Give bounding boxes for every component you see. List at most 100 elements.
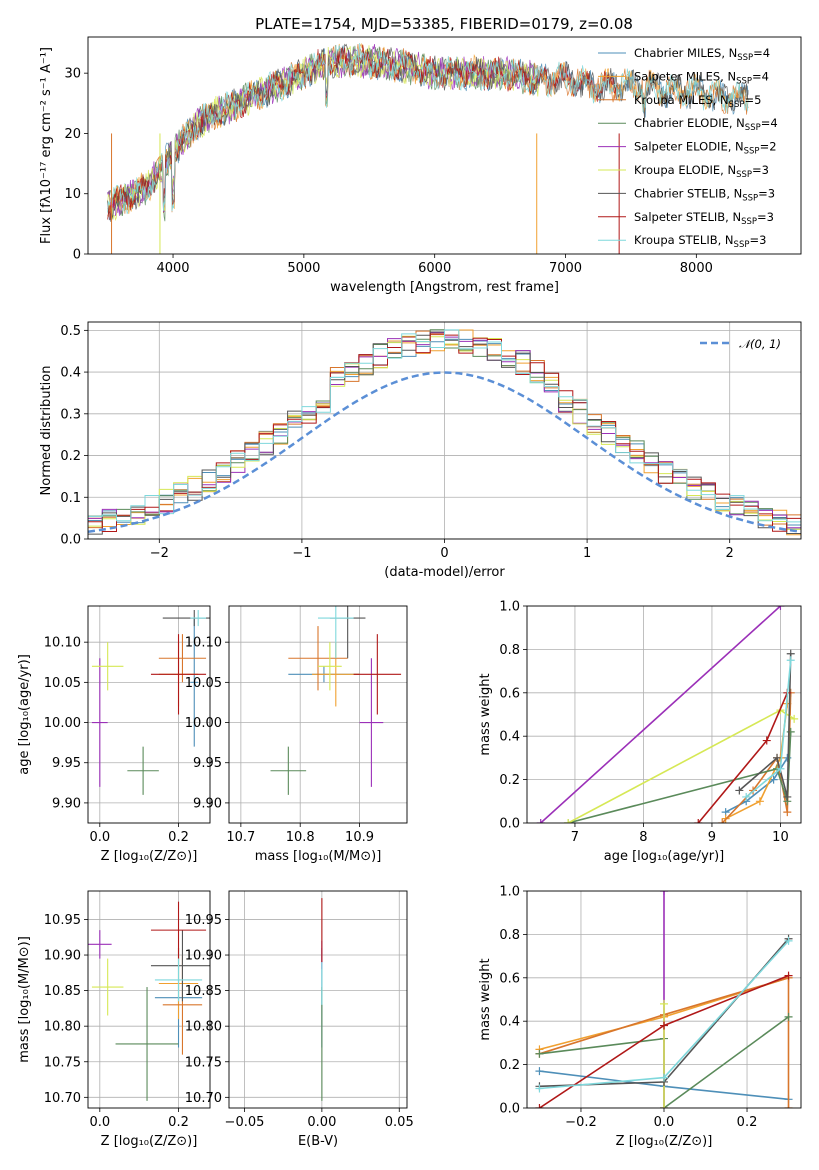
x-tick-label: 6000 [418,261,451,276]
y-tick-label: 10.05 [185,676,222,691]
plot-area-mass-vs-EBV [229,891,407,1108]
axes-frame [526,890,802,1109]
spectrum-series-9 [107,43,749,215]
y-tick-label: 10.80 [44,1020,81,1035]
x-tick-label: 4000 [156,261,189,276]
y-tick-label: 0.0 [60,533,81,548]
weight-marker [773,753,782,762]
legend-entry: Kroupa ELODIE, NSSP=3 [634,163,769,180]
plot-area-residuals [88,322,801,539]
y-tick-label: 10.90 [44,949,81,964]
plot-area-mass-vs-Z [88,891,210,1108]
weight-marker [783,792,792,801]
y-tick-label: 0.8 [499,928,520,943]
x-tick-label: −0.05 [225,1115,265,1130]
y-tick-label: 0.3 [60,407,81,422]
weight-marker [660,891,668,895]
y-tick-label: 10.95 [185,913,222,928]
y-tick-label: 9.95 [52,756,81,771]
panels: 4000 5000 6000 7000 8000 0 10 20 30 wavelength [A… [17,36,802,1149]
y-tick-label: 0.2 [499,773,520,788]
errorbar-point-4 [270,746,307,795]
x-tick-label: −2 [150,546,169,561]
spectrum-series-7 [107,43,749,222]
y-axis-label: mass [log₁₀(M/M⊙)] [17,936,32,1063]
y-tick-label: 0.4 [60,366,81,381]
axes-frame [228,890,408,1109]
x-tick-label: 0.05 [385,1115,414,1130]
weight-marker [718,819,727,823]
weight-marker [762,736,771,745]
y-tick-label: 10.90 [185,949,222,964]
y-tick-label: 10.00 [185,716,222,731]
y-tick-label: 10.05 [44,676,81,691]
spectrum-legend: Chabrier MILES, NSSP=4 Salpeter MILES, NS… [598,46,778,250]
x-tick-label: 5000 [287,261,320,276]
x-tick-label: 10 [772,830,789,845]
x-tick-label: 0.0 [654,1115,675,1130]
weight-series-9 [745,660,792,798]
x-tick-label: 7000 [549,261,582,276]
x-tick-label: 0 [440,546,448,561]
y-tick-label: 10.70 [185,1091,222,1106]
y-tick-label: 0 [73,248,81,263]
y-tick-label: 1.0 [499,600,520,615]
y-tick-label: 10.85 [185,984,222,999]
y-tick-label: 10.85 [44,984,81,999]
axes-frame [87,605,211,824]
y-tick-label: 10.10 [185,636,222,651]
legend-entry: Chabrier ELODIE, NSSP=4 [634,116,778,133]
x-axis-label: wavelength [Angstrom, rest frame] [330,280,559,295]
errorbar-point-8 [150,901,207,959]
panel-residuals: −2 −1 0 1 2 0.0 0.1 0.2 0.3 0.4 0.5 (data-model)/er… [39,321,802,580]
x-axis-label: Z [log₁₀(Z/Z⊙)] [616,1134,713,1149]
y-tick-label: 9.90 [193,796,222,811]
x-axis-label: Z [log₁₀(Z/Z⊙)] [101,849,198,864]
x-tick-label: 9 [708,830,716,845]
weight-marker [535,1049,544,1058]
plot-area-weight-vs-age [527,606,801,823]
y-tick-label: 0.2 [60,449,81,464]
y-tick-label: 10 [64,187,81,202]
panel-mass-vs-Z: 0.0 0.2 10.70 10.75 10.80 10.85 10.90 10.95 Z [l… [17,890,211,1149]
y-tick-label: 0.0 [499,817,520,832]
y-axis-label: age [log₁₀(age/yr)] [17,654,32,775]
weight-series-3 [539,976,790,1108]
weight-marker [786,727,795,736]
y-tick-label: 0.6 [499,971,520,986]
weight-marker [776,764,785,773]
plot-area-age-vs-Z [88,606,210,823]
weight-marker [742,792,751,801]
weight-series-7 [738,653,792,798]
plot-area-weight-vs-Z [527,891,801,1108]
errorbar-point-6 [318,642,342,691]
weight-marker [790,714,799,723]
panel-weight-vs-Z: −0.2 0.0 0.2 0.0 0.2 0.4 0.6 0.8 1.0 Z [log₁₀(Z/Z… [478,885,802,1149]
x-tick-label: 8000 [680,261,713,276]
y-tick-label: 20 [64,127,81,142]
panel-age-vs-Z: 0.0 0.2 9.90 9.95 10.00 10.05 10.10 Z [log₁₀(Z/… [17,605,211,864]
normal-curve [88,371,801,533]
x-axis-label: (data-model)/error [384,565,505,580]
x-tick-label: 0.2 [737,1115,758,1130]
x-axis-label: age [log₁₀(age/yr)] [604,849,725,864]
y-tick-label: 0.8 [499,643,520,658]
x-tick-label: 10.7 [226,830,255,845]
y-tick-label: 0.5 [60,324,81,339]
weight-marker [784,936,793,945]
y-tick-label: 10.95 [44,913,81,928]
weight-series-4 [567,731,792,823]
errorbar-point-5 [91,658,108,787]
panel-weight-vs-age: 7 8 9 10 0.0 0.2 0.4 0.6 0.8 1.0 age [log₁₀(age/yr… [478,600,802,864]
histogram-9 [88,329,801,523]
y-axis-label: Normed distribution [39,366,54,496]
errorbar-point-6 [91,958,124,1016]
errorbar-point-4 [127,746,159,795]
axes-frame [87,321,802,540]
x-tick-label: 8 [639,830,647,845]
y-tick-label: 0.4 [499,730,520,745]
legend-entry: Kroupa STELIB, NSSP=3 [634,233,766,250]
y-tick-label: 0.2 [499,1058,520,1073]
y-tick-label: 30 [64,67,81,82]
